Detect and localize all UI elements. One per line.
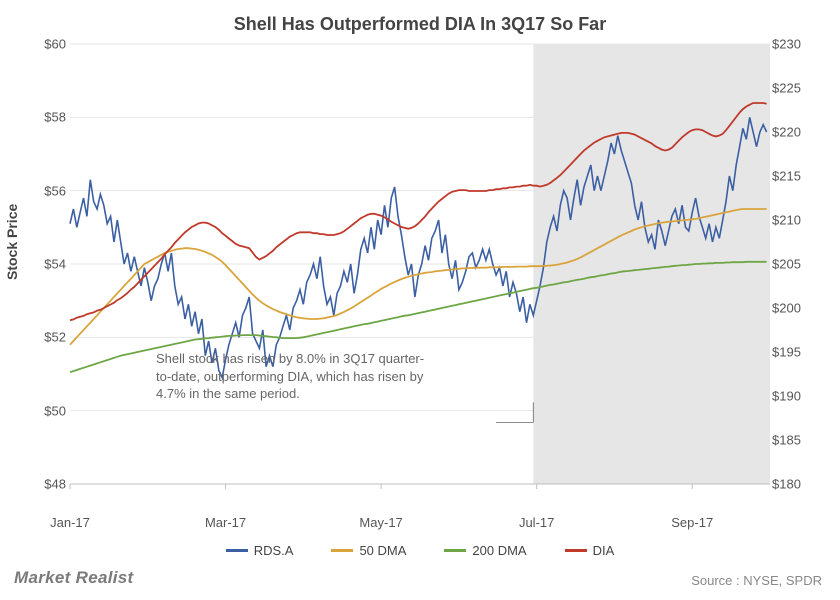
y-right-tick: $230: [772, 37, 810, 52]
chart-container: Shell Has Outperformed DIA In 3Q17 So Fa…: [0, 0, 840, 600]
chart-title: Shell Has Outperformed DIA In 3Q17 So Fa…: [0, 14, 840, 35]
x-tick: Jul-17: [519, 515, 554, 530]
source-text: Source : NYSE, SPDR: [691, 573, 822, 588]
y-right-tick: $205: [772, 257, 810, 272]
x-tick: May-17: [359, 515, 402, 530]
x-tick: Sep-17: [671, 515, 713, 530]
y-right-tick: $185: [772, 433, 810, 448]
legend-item-50-dma: 50 DMA: [331, 543, 406, 558]
legend-label: 50 DMA: [359, 543, 406, 558]
y-right-tick: $180: [772, 477, 810, 492]
legend-item-dia: DIA: [565, 543, 615, 558]
watermark: Market Realist: [14, 568, 133, 588]
y-right-tick: $210: [772, 213, 810, 228]
legend-label: DIA: [593, 543, 615, 558]
legend-label: RDS.A: [254, 543, 294, 558]
y-right-tick: $215: [772, 169, 810, 184]
y-left-tick: $50: [30, 403, 66, 418]
y-left-tick: $56: [30, 183, 66, 198]
legend-swatch: [226, 549, 248, 552]
legend-swatch: [331, 549, 353, 552]
y-left-tick: $60: [30, 37, 66, 52]
y-right-tick: $220: [772, 125, 810, 140]
y-right-tick: $190: [772, 389, 810, 404]
y-left-tick: $54: [30, 257, 66, 272]
y-right-tick: $200: [772, 301, 810, 316]
annotation-text: Shell stock has risen by 8.0% in 3Q17 qu…: [156, 350, 436, 403]
legend: RDS.A 50 DMA 200 DMA DIA: [0, 543, 840, 558]
y-left-tick: $48: [30, 477, 66, 492]
legend-swatch: [444, 549, 466, 552]
legend-item-rds-a: RDS.A: [226, 543, 294, 558]
plot-area: [70, 44, 770, 484]
y-axis-label-left: Stock Price: [4, 204, 20, 280]
y-left-tick: $52: [30, 330, 66, 345]
x-tick: Jan-17: [50, 515, 90, 530]
legend-item-200-dma: 200 DMA: [444, 543, 526, 558]
legend-swatch: [565, 549, 587, 552]
y-left-tick: $58: [30, 110, 66, 125]
x-tick: Mar-17: [205, 515, 246, 530]
y-right-tick: $225: [772, 81, 810, 96]
y-right-tick: $195: [772, 345, 810, 360]
legend-label: 200 DMA: [472, 543, 526, 558]
